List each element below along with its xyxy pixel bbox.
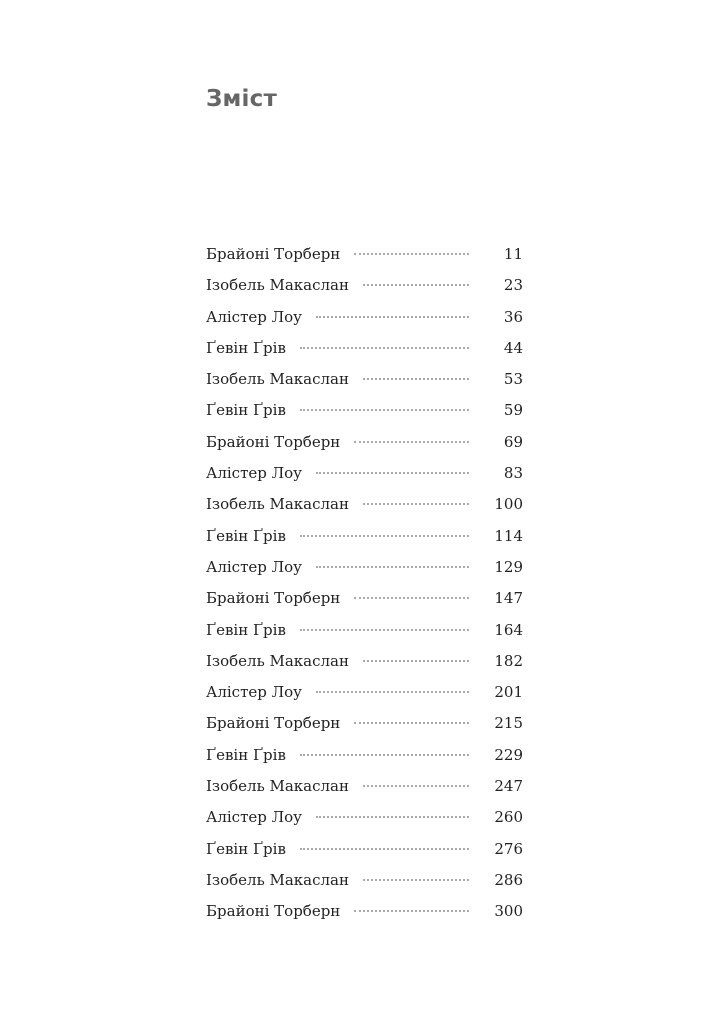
toc-entry-title: Брайоні Торберн <box>206 432 341 451</box>
toc-entry[interactable]: Брайоні Торберн 147 <box>206 589 523 620</box>
toc-entry-title: Алістер Лоу <box>206 808 303 827</box>
table-of-contents: Брайоні Торберн 11 Ізобель Макаслан 23 Аліст… <box>206 245 523 934</box>
toc-entry[interactable]: Алістер Лоу 260 <box>206 808 523 839</box>
toc-entry[interactable]: Алістер Лоу 201 <box>206 683 523 714</box>
toc-entry-page: 286 <box>494 870 523 889</box>
dot-leader <box>354 253 469 255</box>
toc-entry-page: 201 <box>494 683 523 702</box>
toc-entry[interactable]: Ізобель Макаслан 286 <box>206 871 523 902</box>
toc-entry-page: 260 <box>494 808 523 827</box>
toc-entry[interactable]: Алістер Лоу 83 <box>206 464 523 495</box>
toc-entry-page: 11 <box>503 245 523 263</box>
dot-leader <box>316 315 469 318</box>
dot-leader <box>354 597 469 600</box>
toc-entry[interactable]: Алістер Лоу 129 <box>206 558 523 589</box>
toc-entry[interactable]: Ізобель Макаслан 247 <box>206 777 523 808</box>
toc-entry-title: Брайоні Торберн <box>206 589 341 608</box>
dot-leader <box>354 722 469 725</box>
toc-entry-page: 23 <box>503 276 523 295</box>
toc-entry-title: Ґевін Ґрів <box>206 620 286 639</box>
dot-leader <box>363 284 469 287</box>
toc-entry[interactable]: Брайоні Торберн 215 <box>206 714 523 745</box>
toc-entry-page: 247 <box>494 777 523 796</box>
toc-entry-page: 69 <box>503 432 523 451</box>
dot-leader <box>363 503 469 506</box>
toc-entry[interactable]: Ґевін Ґрів 44 <box>206 339 523 370</box>
toc-entry-title: Ізобель Макаслан <box>206 370 349 389</box>
toc-entry-page: 164 <box>494 620 523 639</box>
dot-leader <box>316 691 469 694</box>
toc-entry-page: 114 <box>494 526 523 545</box>
toc-entry-title: Ґевін Ґрів <box>206 745 286 764</box>
toc-entry[interactable]: Ґевін Ґрів 276 <box>206 840 523 871</box>
toc-entry-page: 53 <box>503 370 523 389</box>
toc-entry[interactable]: Алістер Лоу 36 <box>206 308 523 339</box>
toc-entry[interactable]: Брайоні Торберн 69 <box>206 433 523 464</box>
dot-leader <box>363 785 469 788</box>
dot-leader <box>363 878 469 881</box>
toc-entry-title: Алістер Лоу <box>206 683 303 702</box>
toc-entry-title: Алістер Лоу <box>206 464 303 483</box>
toc-entry[interactable]: Ґевін Ґрів 164 <box>206 621 523 652</box>
toc-entry[interactable]: Ізобель Макаслан 182 <box>206 652 523 683</box>
toc-entry-title: Алістер Лоу <box>206 307 303 326</box>
dot-leader <box>363 378 469 381</box>
toc-entry-title: Брайоні Торберн <box>206 902 341 921</box>
dot-leader <box>299 534 469 537</box>
toc-entry[interactable]: Брайоні Торберн 300 <box>206 902 523 933</box>
dot-leader <box>299 753 469 756</box>
toc-entry-title: Ізобель Макаслан <box>206 651 349 670</box>
toc-entry-title: Алістер Лоу <box>206 557 303 576</box>
dot-leader <box>299 628 469 631</box>
toc-entry-title: Ізобель Макаслан <box>206 495 349 514</box>
dot-leader <box>316 472 469 475</box>
dot-leader <box>354 440 469 443</box>
toc-entry-page: 215 <box>494 714 523 733</box>
toc-entry[interactable]: Ізобель Макаслан 53 <box>206 370 523 401</box>
toc-entry-page: 44 <box>503 338 523 357</box>
toc-entry[interactable]: Брайоні Торберн 11 <box>206 245 523 276</box>
toc-entry-page: 36 <box>503 307 523 326</box>
toc-entry-title: Брайоні Торберн <box>206 245 341 263</box>
toc-entry-page: 276 <box>494 839 523 858</box>
toc-entry-page: 100 <box>494 495 523 514</box>
toc-entry-page: 300 <box>494 902 523 921</box>
toc-entry-page: 182 <box>494 651 523 670</box>
toc-entry[interactable]: Ізобель Макаслан 100 <box>206 495 523 526</box>
toc-entry-page: 129 <box>494 557 523 576</box>
toc-entry-page: 147 <box>494 589 523 608</box>
toc-entry-title: Ґевін Ґрів <box>206 401 286 420</box>
dot-leader <box>354 910 469 913</box>
toc-entry-page: 59 <box>503 401 523 420</box>
dot-leader <box>363 659 469 662</box>
toc-entry[interactable]: Ізобель Макаслан 23 <box>206 276 523 307</box>
page-title: Зміст <box>206 86 277 112</box>
dot-leader <box>316 816 469 819</box>
dot-leader <box>299 847 469 850</box>
toc-entry[interactable]: Ґевін Ґрів 59 <box>206 401 523 432</box>
toc-entry-title: Ґевін Ґрів <box>206 839 286 858</box>
toc-entry-title: Ізобель Макаслан <box>206 870 349 889</box>
toc-entry[interactable]: Ґевін Ґрів 114 <box>206 527 523 558</box>
dot-leader <box>299 346 469 349</box>
toc-entry-title: Ізобель Макаслан <box>206 276 349 295</box>
toc-entry[interactable]: Ґевін Ґрів 229 <box>206 746 523 777</box>
toc-entry-title: Брайоні Торберн <box>206 714 341 733</box>
toc-entry-title: Ґевін Ґрів <box>206 526 286 545</box>
toc-entry-page: 229 <box>494 745 523 764</box>
dot-leader <box>316 565 469 568</box>
toc-entry-title: Ізобель Макаслан <box>206 777 349 796</box>
dot-leader <box>299 409 469 412</box>
toc-entry-page: 83 <box>503 464 523 483</box>
toc-entry-title: Ґевін Ґрів <box>206 338 286 357</box>
